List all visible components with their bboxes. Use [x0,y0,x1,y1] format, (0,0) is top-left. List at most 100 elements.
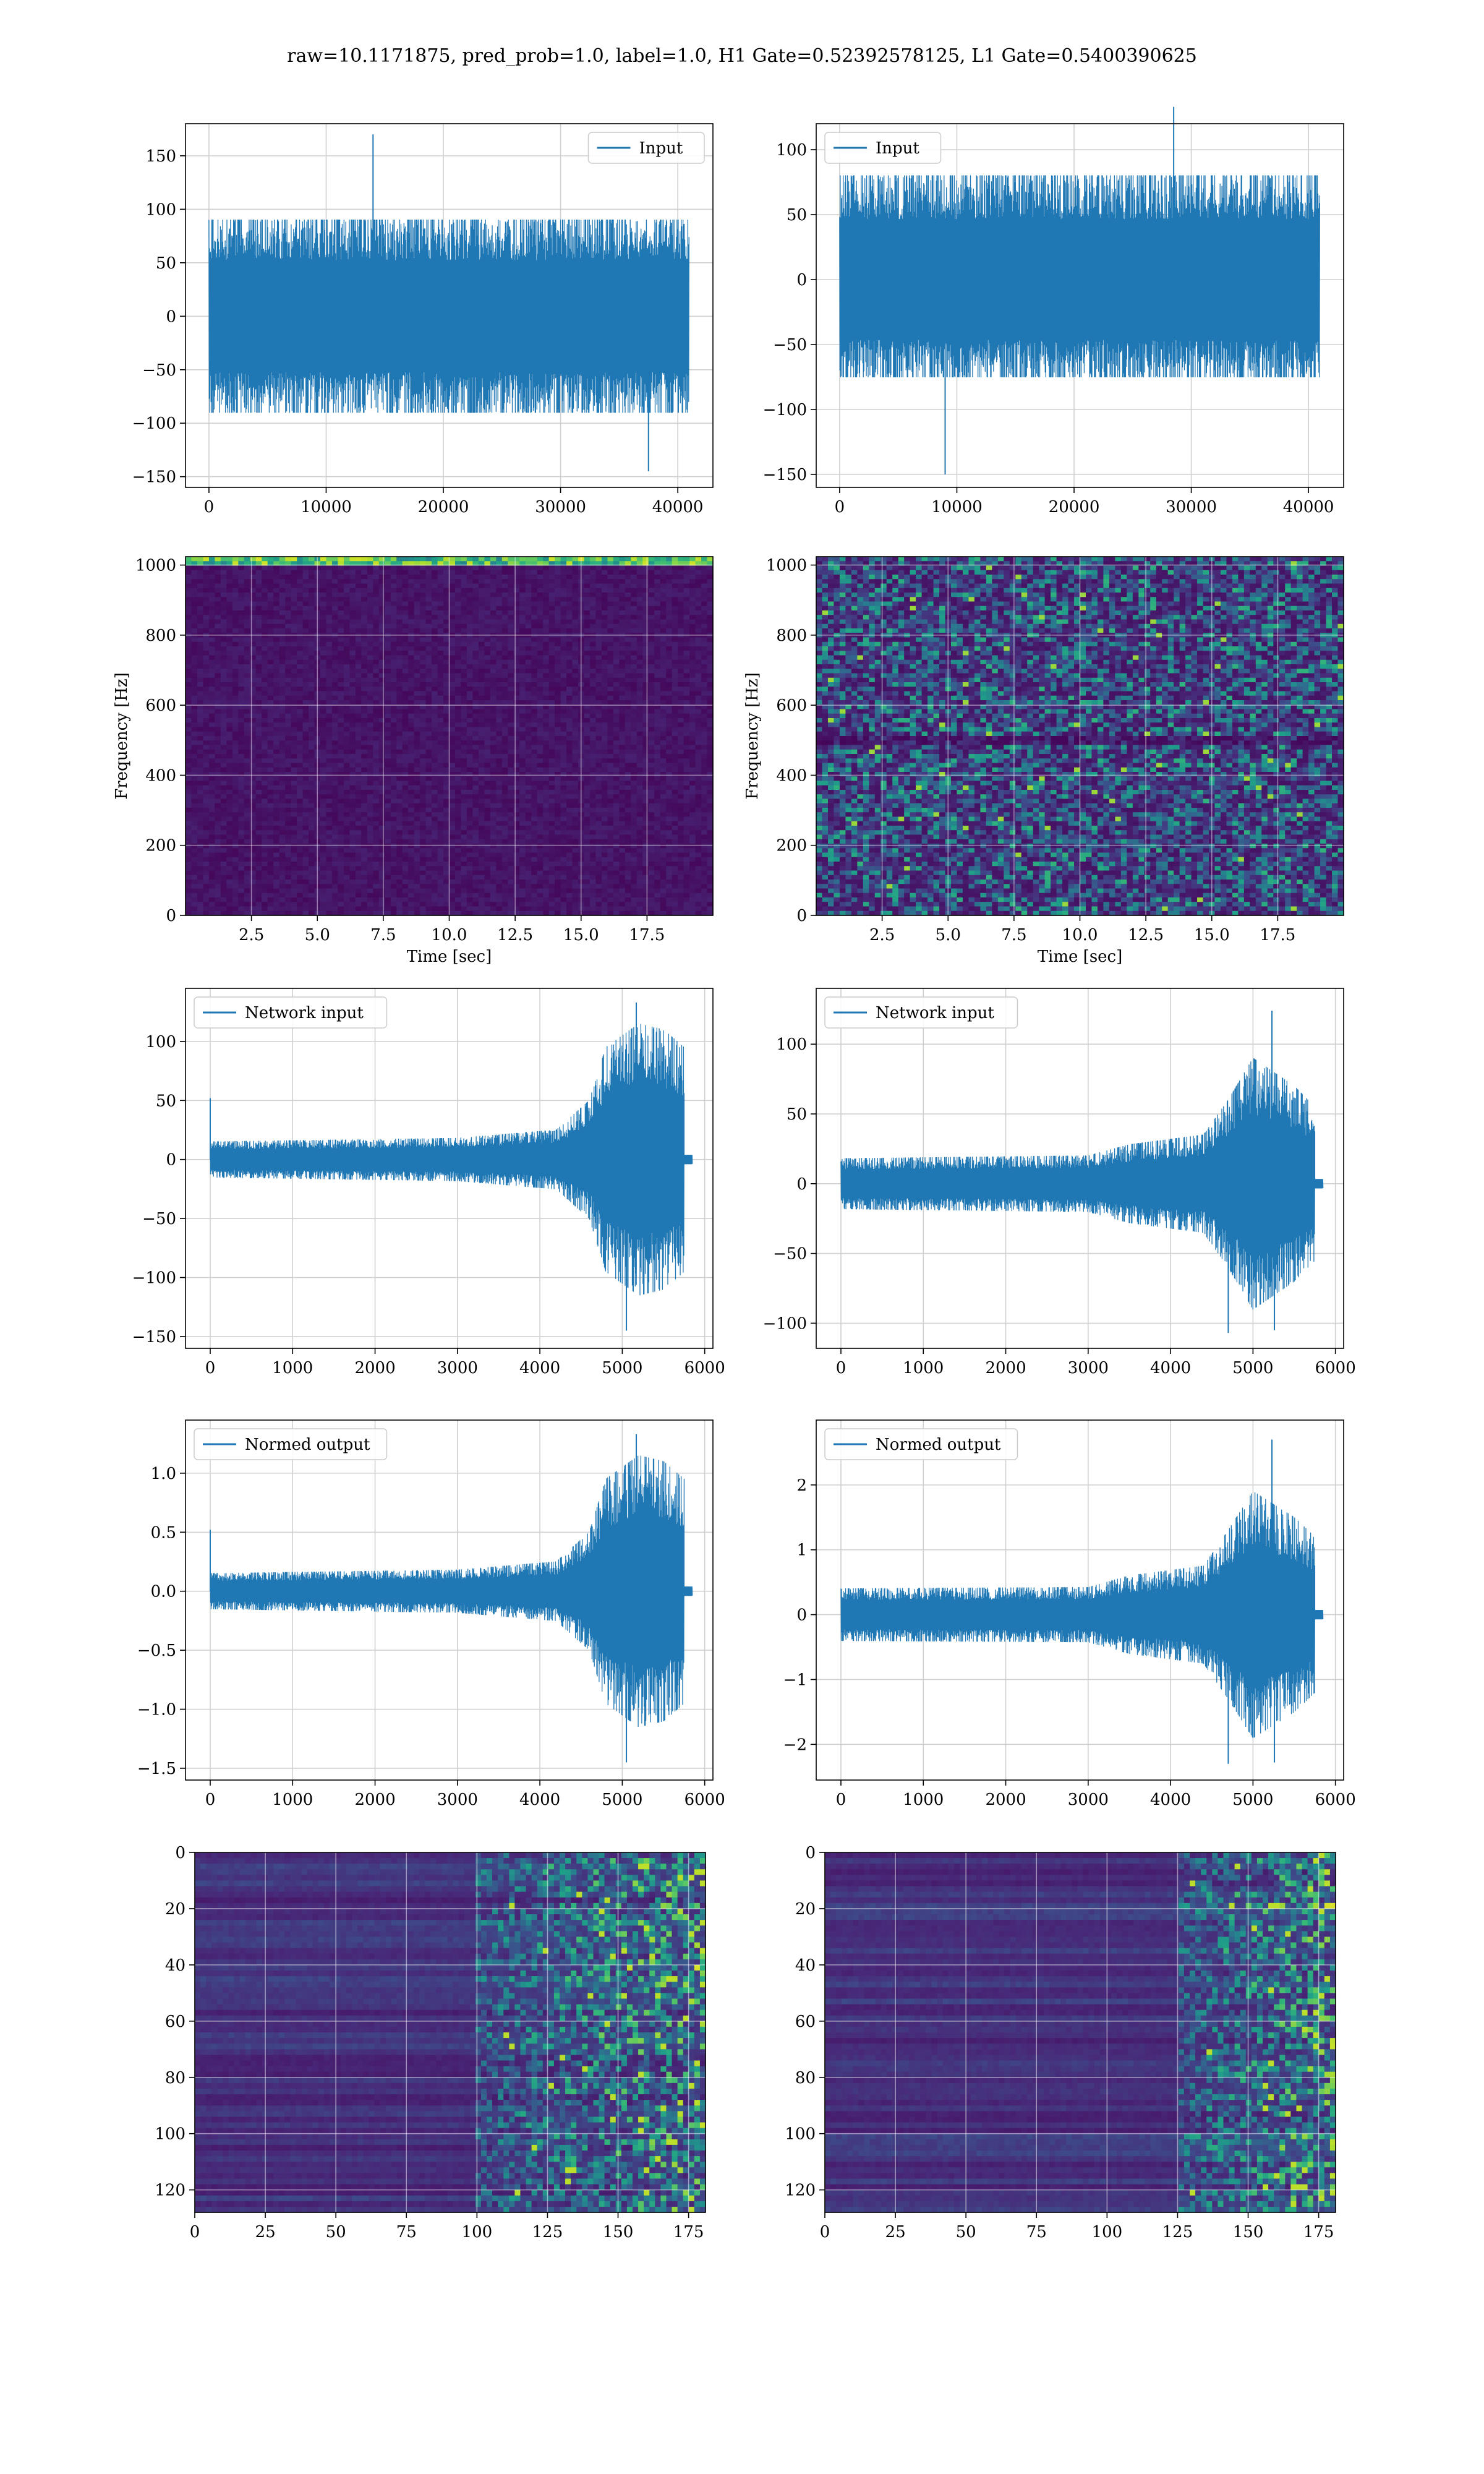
heatmap-cell [573,732,579,737]
heatmap-cell [467,785,473,790]
heatmap-cell [385,691,391,696]
heatmap-cell [502,651,508,656]
heatmap-cell [279,754,286,759]
heatmap-cell [379,651,385,656]
heatmap-cell [438,642,444,647]
heatmap-cell [209,566,215,571]
heatmap-cell [268,575,274,580]
heatmap-cell [338,674,344,678]
heatmap-cell [537,691,544,696]
heatmap-cell [438,785,444,790]
heatmap-cell [672,624,678,629]
heatmap-cell [642,628,649,633]
heatmap-cell [496,669,502,674]
heatmap-cell [238,593,244,597]
heatmap-cell [273,669,279,674]
heatmap-cell [273,646,279,651]
heatmap-cell [349,785,356,790]
heatmap-cell [490,794,497,799]
heatmap-cell [595,763,602,768]
heatmap-cell [379,790,385,795]
heatmap-cell [268,646,274,651]
heatmap-cell [666,557,672,562]
heatmap-cell [461,624,467,629]
heatmap-cell [537,750,544,755]
heatmap-cell [472,772,479,777]
heatmap-cell [420,763,426,768]
heatmap-cell [443,776,450,781]
heatmap-cell [238,624,244,629]
heatmap-cell [584,768,590,773]
heatmap-cell [678,678,684,683]
heatmap-cell [361,579,367,584]
heatmap-cell [385,660,391,665]
heatmap-cell [631,687,637,691]
heatmap-cell [602,674,608,678]
heatmap-cell [508,610,514,615]
heatmap-cell [379,691,385,696]
heatmap-cell [461,588,467,593]
heatmap-cell [268,651,274,656]
heatmap-cell [408,646,414,651]
heatmap-cell [484,638,490,643]
heatmap-cell [338,660,344,665]
heatmap-cell [391,687,397,691]
heatmap-cell [467,624,473,629]
heatmap-cell [595,768,602,773]
heatmap-cell [426,651,432,656]
heatmap-cell [660,575,667,580]
heatmap-cell [526,620,532,625]
heatmap-cell [396,718,403,723]
heatmap-cell [566,664,573,669]
heatmap-cell [273,624,279,629]
heatmap-cell [590,624,596,629]
heatmap-cell [191,597,197,602]
heatmap-cell [215,579,221,584]
heatmap-cell [303,620,309,625]
heatmap-cell [566,606,573,611]
heatmap-cell [649,768,655,773]
heatmap-cell [484,740,490,745]
x-tick-label: 0 [835,498,845,516]
heatmap-cell [642,709,649,714]
heatmap-cell [320,790,326,795]
heatmap-cell [584,674,590,678]
x-tick-label: 40000 [652,498,704,516]
heatmap-cell [408,597,414,602]
heatmap-cell [215,682,221,687]
heatmap-cell [519,794,526,799]
heatmap-cell [514,732,520,737]
heatmap-cell [672,781,678,786]
heatmap-cell [344,575,350,580]
heatmap-cell [420,646,426,651]
heatmap-cell [543,785,549,790]
heatmap-cell [479,732,485,737]
heatmap-cell [484,750,490,755]
heatmap-cell [285,642,291,647]
heatmap-cell [361,785,367,790]
heatmap-cell [467,794,473,799]
heatmap-cell [672,754,678,759]
heatmap-cell [472,682,479,687]
heatmap-cell [672,606,678,611]
heatmap-cell [549,606,555,611]
heatmap-cell [344,584,350,589]
heatmap-cell [472,624,479,629]
heatmap-cell [467,656,473,661]
heatmap-cell [707,638,714,643]
heatmap-cell [472,758,479,763]
heatmap-cell [186,740,192,745]
heatmap-cell [566,758,573,763]
heatmap-cell [561,615,567,620]
heatmap-cell [531,620,537,625]
heatmap-cell [373,682,379,687]
heatmap-cell [403,602,409,607]
heatmap-cell [403,593,409,597]
heatmap-cell [450,664,456,669]
heatmap-cell [373,732,379,737]
heatmap-cell [607,722,613,727]
heatmap-cell [607,602,613,607]
heatmap-cell [338,557,344,562]
heatmap-cell [432,678,438,683]
heatmap-cell [256,740,262,745]
